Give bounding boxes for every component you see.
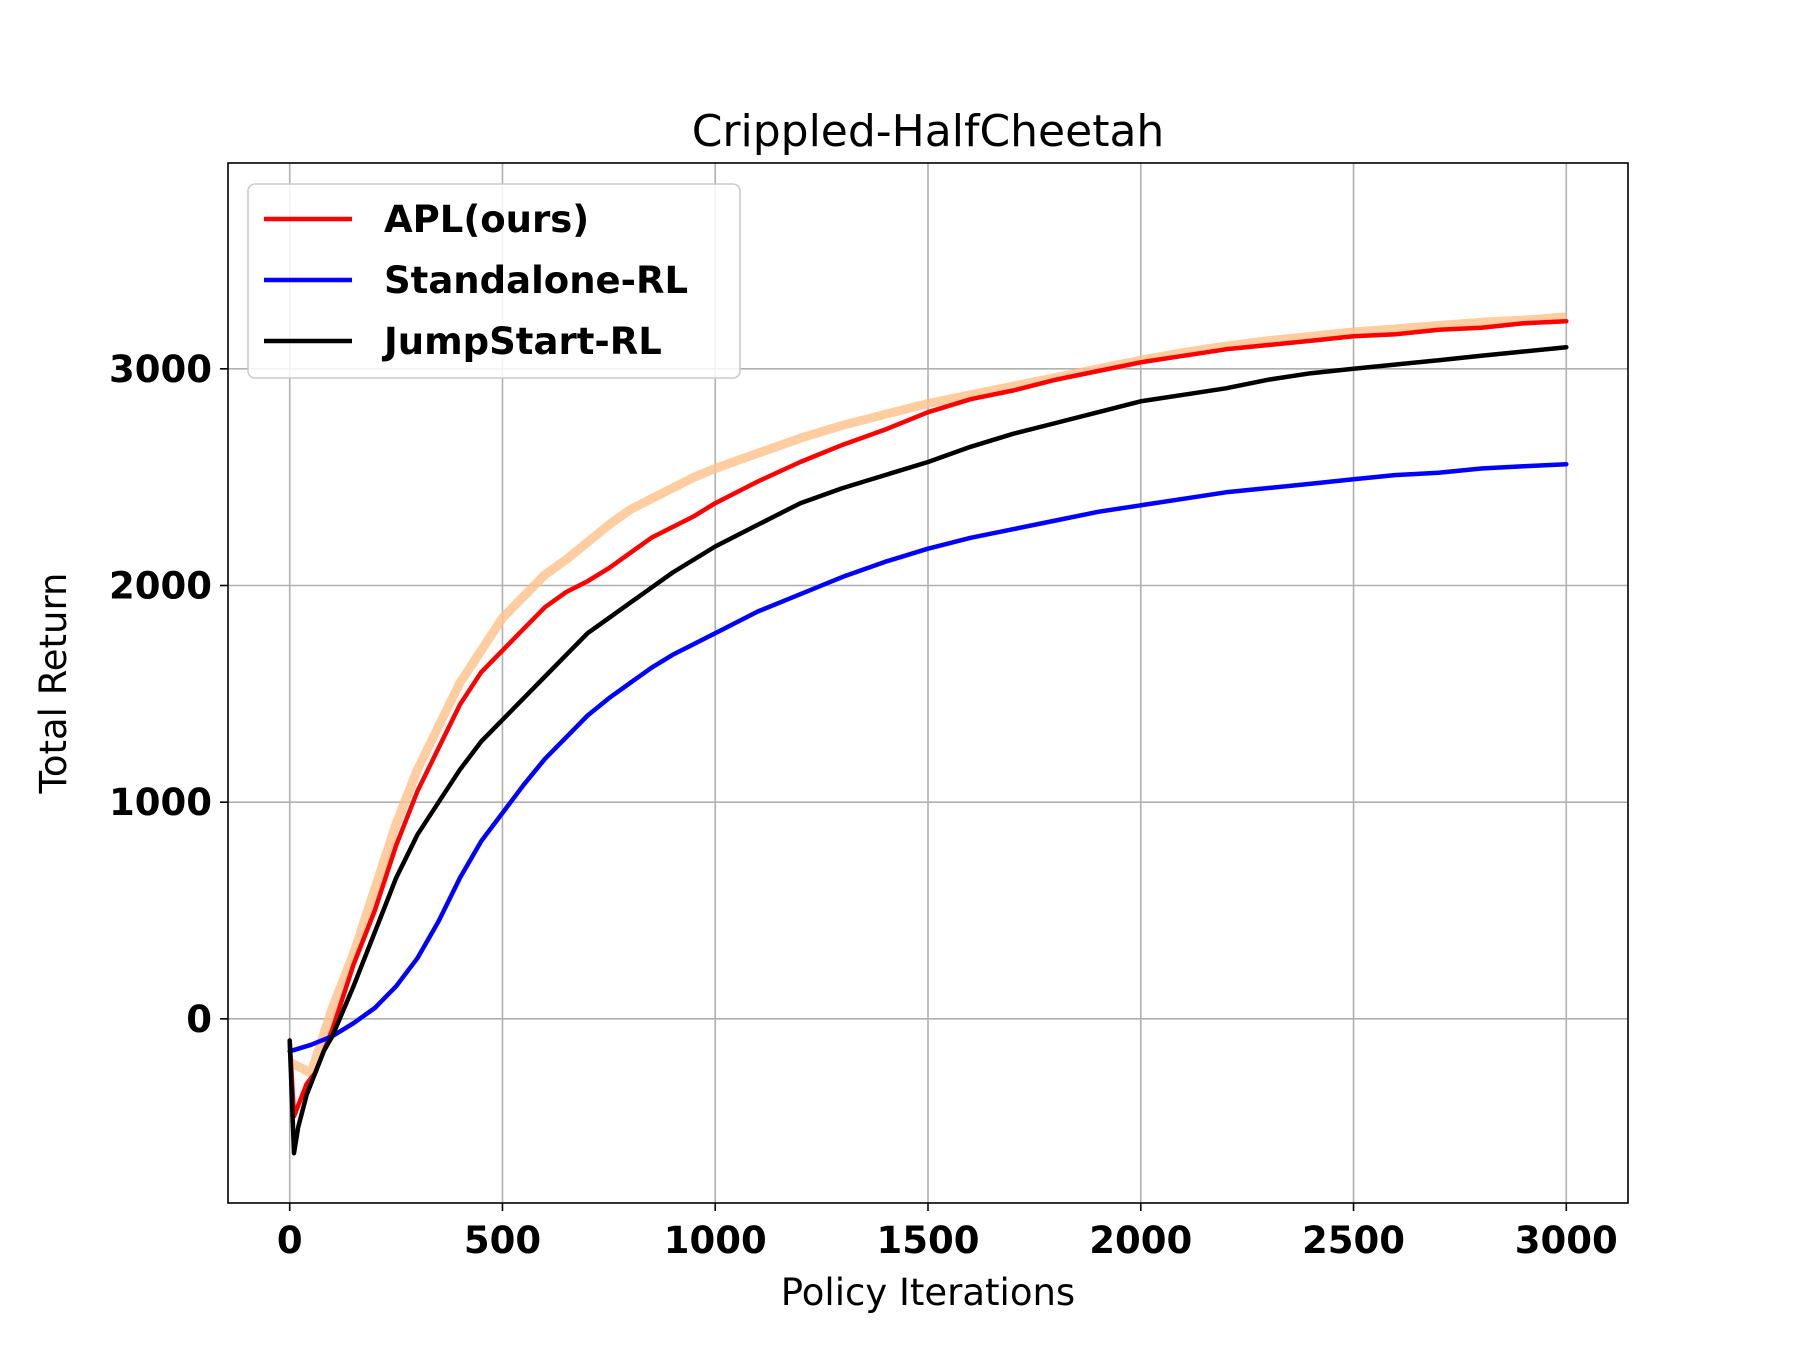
legend-items: APL(ours) Standalone-RL JumpStart-RL [264, 198, 688, 363]
y-tick-label: 2000 [109, 565, 212, 608]
x-tick-label: 1500 [877, 1219, 980, 1262]
band-line [287, 312, 1567, 1078]
y-tick-label: 1000 [109, 781, 212, 824]
y-tick-label: 3000 [109, 348, 212, 391]
x-tick-label: 2500 [1302, 1219, 1405, 1262]
axis-ticks: 0 500 1000 1500 2000 2500 3000 0 1000 2000 3000 [109, 348, 1618, 1262]
legend-box [247, 183, 741, 379]
chart-title: Crippled-HalfCheetah [692, 106, 1165, 157]
legend: APL(ours) Standalone-RL JumpStart-RL [247, 183, 741, 379]
x-tick-label: 0 [277, 1219, 303, 1262]
x-tick-label: 2000 [1089, 1219, 1192, 1262]
series-line-2 [287, 344, 1569, 1156]
legend-label-1: Standalone-RL [384, 259, 688, 302]
x-axis-label: Policy Iterations [781, 1271, 1075, 1314]
series-line-0 [287, 318, 1569, 1119]
y-axis-label: Total Return [32, 573, 75, 795]
legend-label-2: JumpStart-RL [381, 320, 662, 363]
series-lines [287, 318, 1569, 1156]
x-tick-label: 500 [464, 1219, 541, 1262]
return-band [287, 312, 1567, 1078]
y-tick-label: 0 [186, 998, 212, 1041]
x-tick-label: 3000 [1515, 1219, 1618, 1262]
series-line-1 [287, 461, 1569, 1054]
x-tick-label: 1000 [664, 1219, 767, 1262]
legend-label-0: APL(ours) [384, 198, 589, 241]
